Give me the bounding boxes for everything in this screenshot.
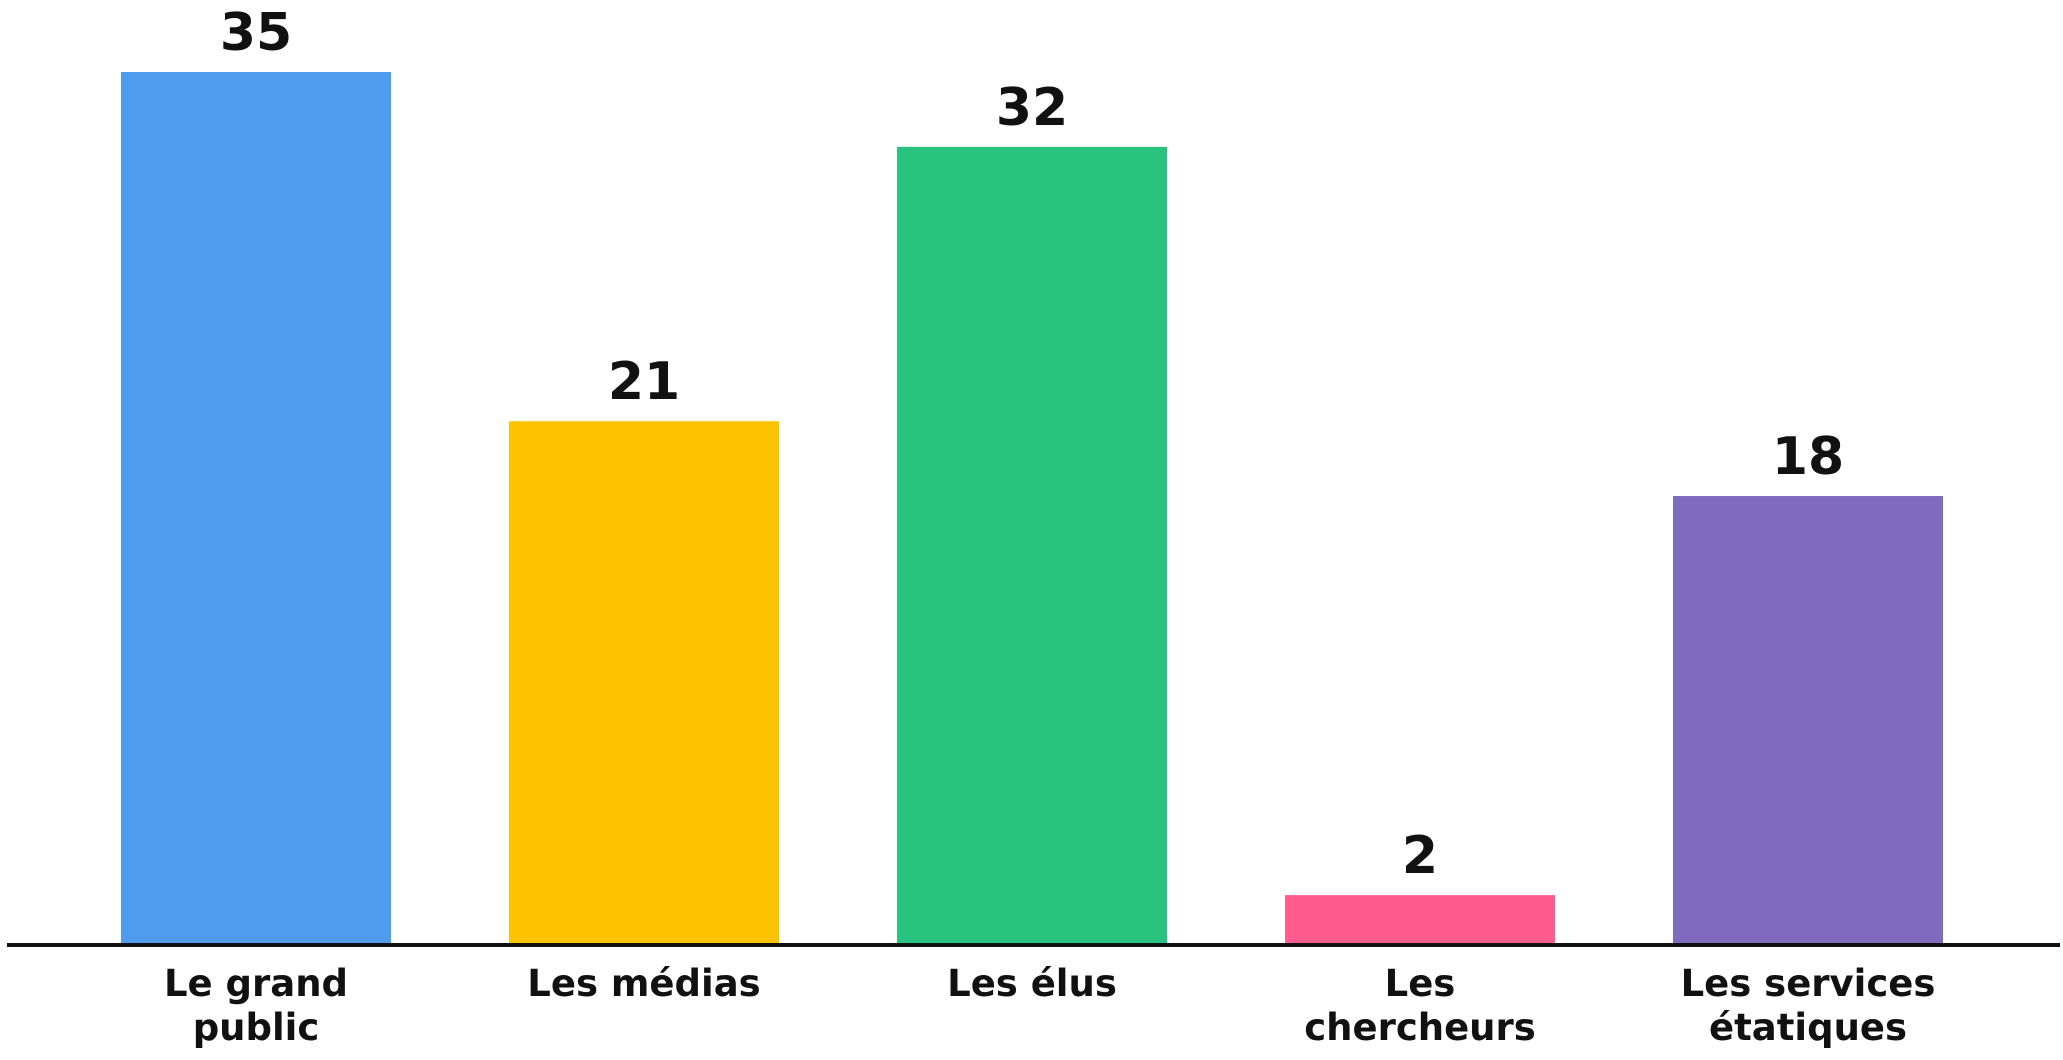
x-tick-label: Les médias <box>527 962 761 1005</box>
bar <box>1673 496 1943 945</box>
value-label: 2 <box>1402 826 1438 886</box>
value-label: 35 <box>220 3 292 63</box>
bar <box>509 421 779 945</box>
bar <box>121 72 391 945</box>
x-tick-label: Les élus <box>947 962 1117 1005</box>
x-tick-label: Les services étatiques <box>1680 962 1936 1049</box>
value-label: 21 <box>608 352 680 412</box>
value-label: 18 <box>1772 427 1844 487</box>
x-tick-label: Les chercheurs <box>1304 962 1536 1049</box>
bar <box>1285 895 1555 945</box>
bar <box>897 146 1167 946</box>
value-label: 32 <box>996 78 1068 138</box>
x-tick-label: Le grand public <box>163 962 349 1049</box>
